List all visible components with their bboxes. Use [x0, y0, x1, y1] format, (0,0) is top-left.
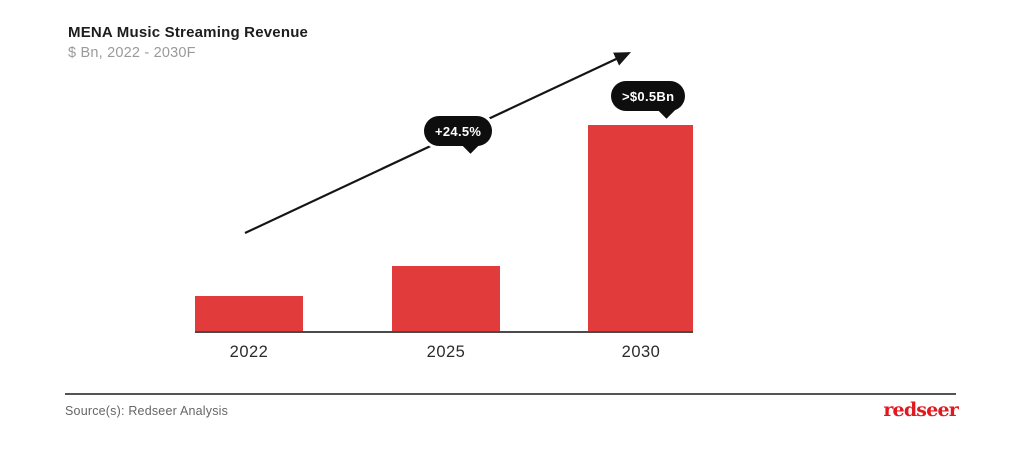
- x-tick-label-2025: 2025: [426, 343, 466, 361]
- cagr-callout-label: +24.5%: [435, 123, 482, 139]
- bar-2030: [588, 125, 693, 333]
- chart-subtitle: $ Bn, 2022 - 2030F: [68, 45, 196, 61]
- cagr-callout-bubble: +24.5%: [424, 116, 493, 154]
- bar-2022: [195, 296, 303, 333]
- source-attribution: Source(s): Redseer Analysis: [65, 404, 229, 418]
- x-axis-line: [195, 331, 693, 333]
- redseer-logo: redseer: [883, 399, 958, 421]
- bar-2025: [392, 266, 500, 333]
- footer-divider: [65, 393, 956, 395]
- x-tick-label-2030: 2030: [621, 343, 661, 361]
- value-callout-label: >$0.5Bn: [622, 88, 675, 104]
- x-tick-label-2022: 2022: [229, 343, 269, 361]
- value-callout-bubble: >$0.5Bn: [611, 81, 686, 119]
- chart-title: MENA Music Streaming Revenue: [68, 24, 309, 41]
